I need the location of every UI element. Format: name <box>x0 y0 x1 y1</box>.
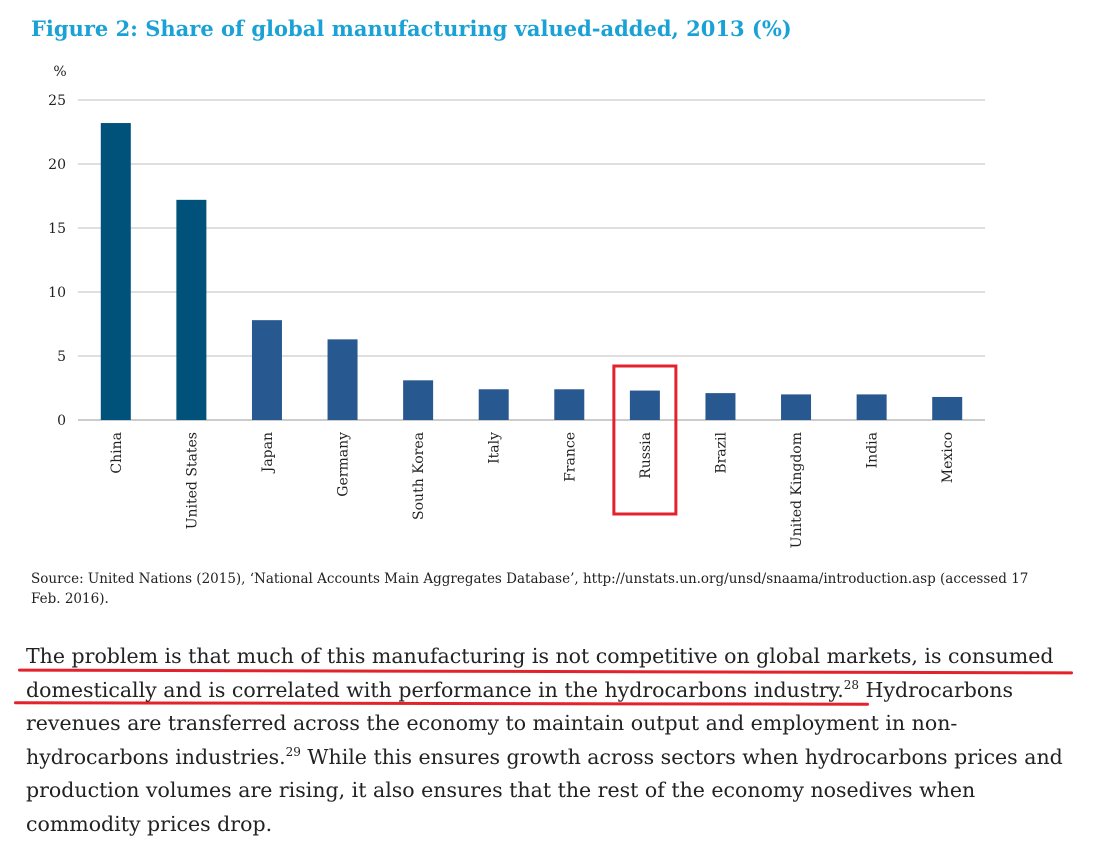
x-tick-label: South Korea <box>411 432 427 520</box>
y-axis-ticks: 0 5 10 15 20 25 <box>48 93 66 429</box>
russia-highlight-box <box>612 364 678 516</box>
footnote-29[interactable]: 29 <box>285 744 301 759</box>
y-tick-label: 15 <box>48 221 66 237</box>
x-tick-label: Mexico <box>940 432 956 483</box>
article-paragraph: The problem is that much of this manufac… <box>26 640 1086 841</box>
source-note: Source: United Nations (2015), ‘National… <box>31 571 1029 607</box>
bar-united-states <box>176 199 207 420</box>
bar-brazil <box>705 393 736 420</box>
y-tick-label: 25 <box>48 93 66 109</box>
bar-russia <box>629 390 660 420</box>
bar-china <box>100 123 131 420</box>
x-tick-label: United States <box>184 432 200 529</box>
y-tick-label: 0 <box>57 413 66 429</box>
bar-italy <box>478 389 509 420</box>
bar-south-korea <box>403 380 434 420</box>
y-axis-label: % <box>53 64 66 80</box>
x-tick-label: Russia <box>638 432 654 479</box>
footnote-28[interactable]: 28 <box>843 677 860 692</box>
y-tick-label: 20 <box>48 157 66 173</box>
x-tick-label: Brazil <box>713 431 729 473</box>
x-axis-ticks: China United States Japan Germany South Kore… <box>109 431 956 548</box>
bar-france <box>554 389 585 420</box>
sentence-3: While this ensures growth across sectors… <box>26 744 1063 836</box>
y-tick-label: 10 <box>48 285 66 301</box>
x-tick-label: France <box>562 432 578 482</box>
bars <box>100 123 963 420</box>
bar-japan <box>251 320 282 420</box>
bar-india <box>856 394 887 420</box>
sentence-2: Hydrocarbons revenues are transferred ac… <box>26 677 1013 769</box>
bar-germany <box>327 339 358 420</box>
bar-chart: 0 5 10 15 20 25 % China United States Japan Germ… <box>48 64 985 548</box>
gridlines <box>78 99 985 421</box>
x-tick-label: China <box>109 432 125 474</box>
x-tick-label: India <box>865 432 881 468</box>
x-tick-label: United Kingdom <box>789 432 805 548</box>
highlighted-sentence: The problem is that much of this manufac… <box>26 644 1054 702</box>
bar-united-kingdom <box>781 394 812 420</box>
x-tick-label: Italy <box>487 432 503 464</box>
bar-mexico <box>932 396 963 420</box>
y-tick-label: 5 <box>57 349 66 365</box>
figure-title: Figure 2: Share of global manufacturing … <box>31 16 792 41</box>
x-tick-label: Japan <box>260 432 276 474</box>
x-tick-label: Germany <box>336 432 352 497</box>
